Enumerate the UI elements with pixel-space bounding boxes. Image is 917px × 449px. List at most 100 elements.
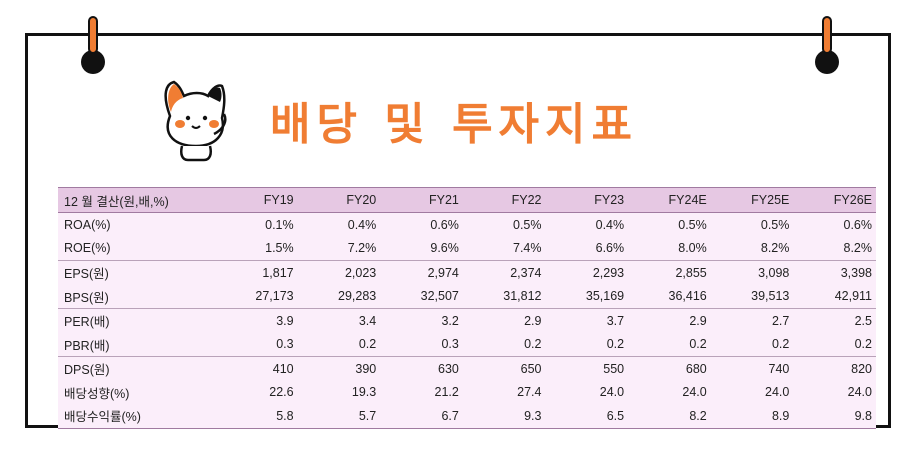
table-cell: 820 [793,356,876,381]
table-cell: 650 [462,356,546,381]
table-cell: 27,173 [255,289,294,304]
table-cell: 550 [545,356,629,381]
table-cell: 0.2 [606,337,625,352]
table-row: ROA(%) 0.1% 0.4% 0.6% 0.5% 0.4% 0.5% 0.5% 0.6% [58,212,876,237]
col-header: FY26E [793,187,876,213]
table-cell: 2,023 [297,260,381,285]
table-cell: 9.3 [462,404,546,429]
row-label: PER(배) [58,308,215,333]
table-cell: 35,169 [585,289,625,304]
page-title: 배당 및 투자지표 [270,99,638,150]
table-row: PBR(배) 0.3 0.2 0.3 0.2 0.2 0.2 0.2 0.2 [58,332,876,357]
table-cell: 390 [297,356,381,381]
row-label: 배당수익률(%) [58,404,215,429]
table-cell: 7.4% [513,241,542,256]
table-cell: 2.9 [462,308,546,333]
table-cell: 630 [380,356,463,381]
table-header-row: 12 월 결산(원,배,%) FY19 FY20 FY21 FY22 FY23 … [58,187,876,213]
table-cell: 2.5 [793,308,876,333]
table-cell: 0.5% [678,217,707,232]
table-cell: 8.2% [843,241,873,256]
table-cell: 8.2 [628,404,711,429]
col-header: FY25E [710,187,794,213]
table-cell: 8.2% [760,241,790,256]
table-cell: 0.2 [524,337,542,352]
table-cell: 21.2 [434,385,459,400]
col-header: FY19 [215,187,298,213]
row-label: BPS(원) [64,290,109,305]
table-cell: 6.5 [545,404,629,429]
binder-peg-left [88,16,98,54]
table-row: DPS(원) 410 390 630 650 550 680 740 820 [58,356,876,381]
table-cell: 410 [215,356,298,381]
table-cell: 36,416 [668,289,707,304]
row-label: ROA(%) [64,217,111,232]
table-cell: 3,098 [710,260,794,285]
table-cell: 0.2 [358,337,377,352]
col-header: FY24E [628,187,711,213]
table-cell: 24.0 [599,385,625,400]
table-row: 배당수익률(%) 5.8 5.7 6.7 9.3 6.5 8.2 8.9 9.8 [58,404,876,429]
col-header: FY21 [380,187,463,213]
table-row: 배당성향(%) 22.6 19.3 21.2 27.4 24.0 24.0 24.0 24.0 [58,380,876,404]
table-cell: 0.4% [595,217,625,232]
table-cell: 3.2 [380,308,463,333]
table-cell: 19.3 [351,385,377,400]
table-cell: 8.0% [678,241,707,256]
table-cell: 0.5% [760,217,790,232]
table-cell: 1.5% [265,241,294,256]
table-cell: 6.6% [595,241,625,256]
table-cell: 0.1% [265,217,294,232]
cat-mascot-icon [164,80,227,162]
col-header: FY20 [297,187,381,213]
table-cell: 2,374 [462,260,546,285]
row-label: ROE(%) [64,241,111,256]
table-cell: 3.4 [297,308,381,333]
table-cell: 2,974 [380,260,463,285]
table-cell: 39,513 [751,289,790,304]
table-cell: 2,855 [628,260,711,285]
header-label: 12 월 결산(원,배,%) [58,187,215,213]
table-row: PER(배) 3.9 3.4 3.2 2.9 3.7 2.9 2.7 2.5 [58,308,876,333]
table-cell: 31,812 [503,289,542,304]
binder-ring-right [815,50,839,74]
table-cell: 7.2% [347,241,377,256]
row-label: PBR(배) [64,338,110,353]
row-label: EPS(원) [58,260,215,285]
table-cell: 24.0 [682,385,707,400]
table-cell: 0.6% [843,217,873,232]
row-label: 배당성향(%) [64,386,130,401]
table-cell: 29,283 [338,289,377,304]
table-cell: 0.4% [347,217,377,232]
table-cell: 42,911 [834,289,872,304]
table-cell: 5.8 [215,404,298,429]
table-cell: 2.9 [628,308,711,333]
table-cell: 740 [710,356,794,381]
table-cell: 2,293 [545,260,629,285]
table-row: EPS(원) 1,817 2,023 2,974 2,374 2,293 2,855 3,09… [58,260,876,285]
table-cell: 27.4 [517,385,542,400]
table-cell: 0.2 [689,337,707,352]
table-cell: 0.6% [430,217,459,232]
table-cell: 6.7 [380,404,463,429]
table-row: BPS(원) 27,173 29,283 32,507 31,812 35,169 36,4… [58,284,876,309]
table-cell: 9.8 [793,404,876,429]
table-cell: 3.9 [215,308,298,333]
binder-ring-left [81,50,105,74]
table-cell: 0.2 [854,337,872,352]
col-header: FY23 [545,187,629,213]
table-cell: 0.3 [441,337,459,352]
row-label: DPS(원) [58,356,215,381]
table-cell: 9.6% [430,241,459,256]
table-row: ROE(%) 1.5% 7.2% 9.6% 7.4% 6.6% 8.0% 8.2% 8.2% [58,236,876,261]
table-cell: 8.9 [710,404,794,429]
table-cell: 3.7 [545,308,629,333]
table-cell: 3,398 [793,260,876,285]
table-cell: 24.0 [765,385,790,400]
table-cell: 1,817 [215,260,298,285]
binder-peg-right [822,16,832,54]
table-cell: 32,507 [420,289,459,304]
table-cell: 680 [628,356,711,381]
col-header: FY22 [462,187,546,213]
table-cell: 0.5% [513,217,542,232]
